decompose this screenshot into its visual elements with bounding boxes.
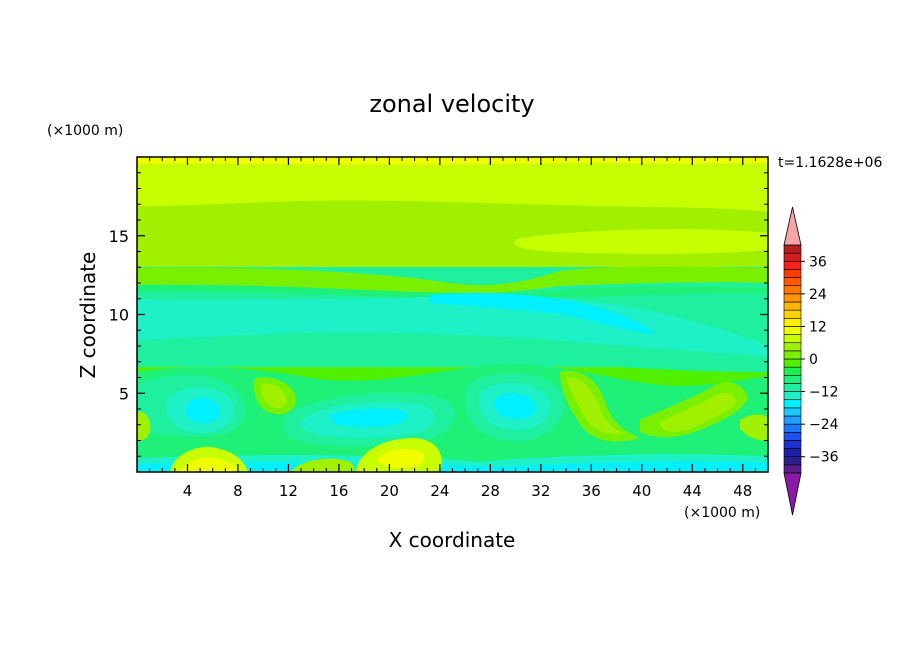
x-tick-label: 36 [582,482,601,500]
field-mid-core [430,292,655,334]
y-axis-label: Z coordinate [76,252,100,379]
colorbar-swatch [783,399,802,409]
field-low-pos-f [261,383,288,409]
x-tick-label: 48 [733,482,752,500]
field-upper-lobe [137,164,768,212]
y-tick-label: 15 [109,227,129,246]
x-tick-label: 8 [233,482,243,500]
colorbar-swatch [783,252,802,262]
colorbar-swatch [783,334,802,344]
x-tick-label: 16 [329,482,348,500]
time-label: t=1.1628e+06 [778,155,882,171]
field-low-max-a [185,398,221,424]
x-tick-label: 28 [481,482,500,500]
colorbar-swatch [783,301,802,311]
colorbar-swatch [783,415,802,425]
field-low-pos-b [566,377,625,435]
colorbar-swatch [783,350,802,360]
colorbar-label: 0 [809,352,818,368]
colorbar-swatch [783,374,802,384]
field-low-pos-d [660,392,736,432]
colorbar-swatch [783,326,802,335]
x-tick-label: 4 [183,482,193,500]
colorbar-swatch [783,431,802,441]
colorbar-label: 36 [809,254,827,270]
colorbar-swatch [783,277,802,287]
colorbar-swatch [783,269,802,278]
colorbar-swatch [783,456,802,466]
x-axis-label: X coordinate [389,528,516,552]
colorbar-swatch [783,407,802,417]
colorbar-swatch [783,440,802,449]
colorbar-swatch [783,423,802,433]
velocity-field [137,157,768,472]
field-shear-layer [137,266,768,294]
field-mid-upper [137,284,768,300]
colorbar-swatch [783,383,802,392]
field-right-pos [740,414,768,441]
y-unit-label: (×1000 m) [47,123,123,139]
y-tick-label: 5 [119,384,129,403]
x-axis-ticks: 4 8 12 16 20 24 28 32 36 40 44 48 [149,157,756,500]
colorbar-swatch [783,358,802,368]
colorbar-label: −24 [809,417,839,433]
colorbar-label: −12 [809,385,839,401]
colorbar-swatch [783,391,802,401]
colorbar-swatch [783,293,802,303]
colorbar-swatch [783,448,802,458]
x-tick-label: 20 [380,482,399,500]
colorbar-swatch [783,244,802,254]
y-axis-ticks: 5 10 15 [109,172,768,457]
chart-title: zonal velocity [369,90,534,118]
colorbar-swatch [783,342,802,352]
colorbar-swatch [783,317,802,327]
field-low-max-c [493,393,537,420]
field-mid-lower [137,335,768,372]
x-tick-label: 32 [531,482,550,500]
colorbar-under-arrow [783,472,802,516]
colorbar-label: −36 [809,450,839,466]
x-tick-label: 44 [683,482,702,500]
field-mid-band [137,295,768,356]
field-low-max-b [330,408,408,428]
colorbar-swatch [783,260,802,270]
colorbar-swatch [783,285,802,295]
x-unit-label: (×1000 m) [684,505,760,521]
field-upper-patch [514,229,768,254]
colorbar-label: 12 [809,319,827,335]
field-bottom-pos-e [290,458,355,472]
x-tick-label: 12 [279,482,298,500]
colorbar-swatch [783,366,802,376]
x-tick-label: 40 [632,482,651,500]
colorbar: 36 24 12 0 −12 −24 −36 [783,206,839,516]
colorbar-label: 24 [809,287,827,303]
colorbar-over-arrow [783,206,802,246]
x-tick-label: 24 [430,482,449,500]
colorbar-swatch [783,309,802,319]
colorbar-swatch [783,464,802,474]
field-left-pos [137,411,151,441]
field-bottom-pos-d [377,448,425,468]
y-tick-label: 10 [109,306,129,325]
